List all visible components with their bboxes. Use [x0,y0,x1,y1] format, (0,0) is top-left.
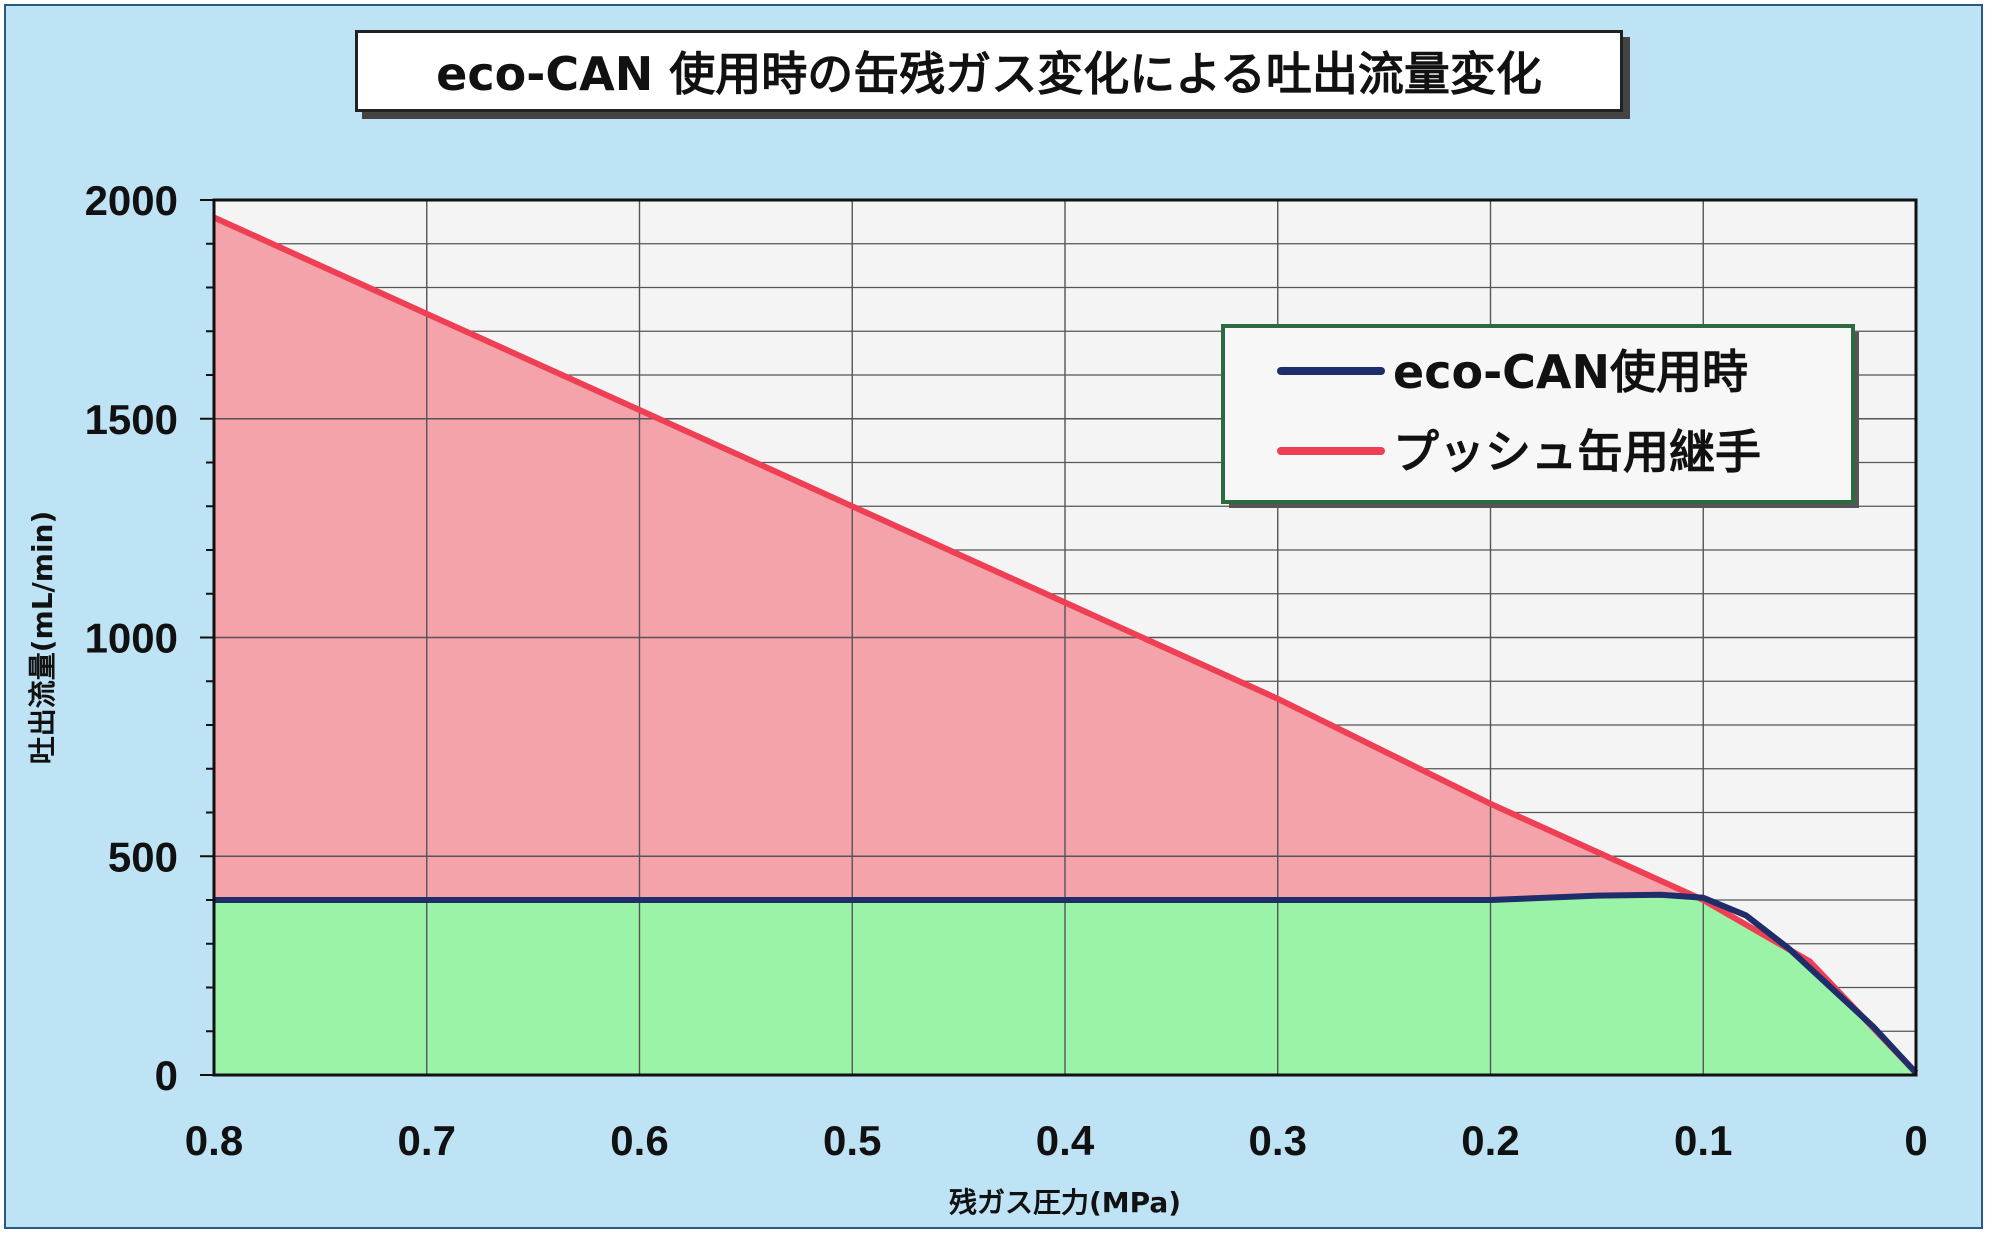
legend: eco-CAN使用時 プッシュ缶用継手 [1221,324,1859,508]
y-tick-label: 2000 [85,177,178,224]
x-axis-title: 残ガス圧力(MPa) [949,1186,1181,1219]
legend-label-push-can: プッシュ缶用継手 [1393,425,1761,479]
eco-can-line [214,891,1919,1075]
x-tick-label: 0.8 [185,1117,243,1164]
y-tick-marks [200,199,214,1076]
y-tick-label: 1000 [85,615,178,662]
x-tick-label: 0.2 [1461,1117,1519,1164]
x-tick-label: 0.1 [1674,1117,1732,1164]
y-tick-label: 1500 [85,396,178,443]
plot-border [212,198,1918,1077]
legend-label-eco-can: eco-CAN使用時 [1393,345,1748,399]
chart-title-box: eco-CAN 使用時の缶残ガス変化による吐出流量変化 [355,30,1623,112]
x-tick-label: 0.6 [610,1117,668,1164]
y-axis-title: 吐出流量(mL/min) [26,511,59,765]
x-tick-labels: 0.8 0.7 0.6 0.5 0.4 0.3 0.2 0.1 0 [185,1117,1928,1164]
chart-title: eco-CAN 使用時の缶残ガス変化による吐出流量変化 [436,47,1542,101]
legend-box [1221,324,1855,504]
x-tick-label: 0.3 [1249,1117,1307,1164]
y-tick-labels: 0 500 1000 1500 2000 [85,177,178,1099]
x-tick-label: 0.7 [398,1117,456,1164]
x-tick-label: 0.4 [1036,1117,1095,1164]
x-tick-label: 0.5 [823,1117,881,1164]
y-tick-label: 0 [155,1052,178,1099]
x-tick-label: 0 [1904,1117,1927,1164]
push-can-line [212,214,1919,1075]
y-tick-label: 500 [108,833,178,880]
